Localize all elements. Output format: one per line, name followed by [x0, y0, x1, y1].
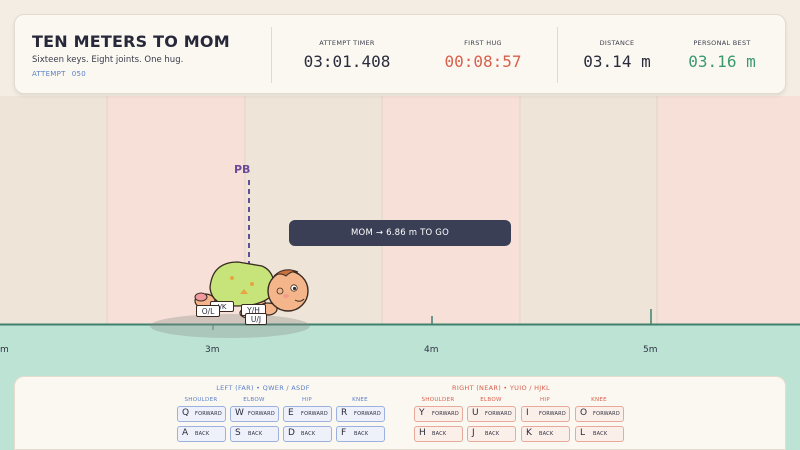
joint-label-left-elbow: ELBOW: [243, 397, 265, 403]
key-k-right-hip-back[interactable]: K BACK: [521, 426, 570, 442]
key-q-left-shoulder-forward[interactable]: Q FORWARD: [177, 406, 226, 422]
baby-shadow: [150, 314, 310, 338]
key-o-right-knee-forward[interactable]: O FORWARD: [575, 406, 624, 422]
key-r-left-knee-forward[interactable]: R FORWARD: [336, 406, 385, 422]
key-j-right-elbow-back[interactable]: J BACK: [467, 426, 516, 442]
hud-divider: [271, 27, 272, 83]
distance-value: 03.14 m: [583, 52, 651, 71]
hud-divider: [557, 27, 558, 83]
joint-label-right-elbow: ELBOW: [480, 397, 502, 403]
baby-head: [267, 270, 309, 312]
game-title: TEN METERS TO MOM: [32, 32, 230, 51]
key-s-left-elbow-back[interactable]: S BACK: [230, 426, 279, 442]
joint-label-right-knee: KNEE: [591, 397, 607, 403]
key-d-left-hip-back[interactable]: D BACK: [283, 426, 332, 442]
joint-label-left-knee: KNEE: [352, 397, 368, 403]
first-hug-value: 00:08:57: [444, 52, 522, 71]
mom-distance-banner: MOM → 6.86 m TO GO: [289, 220, 511, 246]
hud-panel: TEN METERS TO MOM Sixteen keys. Eight jo…: [14, 14, 786, 94]
meter-label-2m: m: [0, 345, 9, 355]
attempt-counter: ATTEMPT 050: [32, 70, 86, 78]
key-l-right-knee-back[interactable]: L BACK: [575, 426, 624, 442]
key-u-right-elbow-forward[interactable]: U FORWARD: [467, 406, 516, 422]
personal-best-value: 03.16 m: [688, 52, 756, 71]
key-y-right-shoulder-forward[interactable]: Y FORWARD: [414, 406, 463, 422]
key-a-left-shoulder-back[interactable]: A BACK: [177, 426, 226, 442]
joint-label-left-shoulder: SHOULDER: [184, 397, 218, 403]
first-hug-label: FIRST HUG: [464, 39, 502, 47]
game-subtitle: Sixteen keys. Eight joints. One hug.: [32, 55, 184, 65]
key-i-right-hip-forward[interactable]: I FORWARD: [521, 406, 570, 422]
joint-label-right-hip: HIP: [540, 397, 550, 403]
baby-tag-ol: O/L: [196, 305, 220, 317]
meter-label-5m: 5m: [643, 345, 658, 355]
wall-panels: [0, 96, 800, 324]
attempt-timer-label: ATTEMPT TIMER: [319, 39, 375, 47]
personal-best-label: PERSONAL BEST: [693, 39, 751, 47]
distance-label: DISTANCE: [599, 39, 635, 47]
key-h-right-shoulder-back[interactable]: H BACK: [414, 426, 463, 442]
meter-label-4m: 4m: [424, 345, 439, 355]
pb-label: PB: [234, 163, 250, 176]
left-group-title: LEFT (FAR) • QWER / ASDF: [216, 384, 310, 392]
controls-panel: LEFT (FAR) • QWER / ASDF RIGHT (NEAR) • …: [14, 376, 786, 450]
baby-tag-uj: U/J: [245, 313, 267, 325]
joint-label-right-shoulder: SHOULDER: [421, 397, 455, 403]
meter-label-3m: 3m: [205, 345, 220, 355]
baby-body: [209, 261, 275, 307]
joint-label-left-hip: HIP: [302, 397, 312, 403]
key-f-left-knee-back[interactable]: F BACK: [336, 426, 385, 442]
right-group-title: RIGHT (NEAR) • YUIO / HJKL: [452, 384, 550, 392]
key-e-left-hip-forward[interactable]: E FORWARD: [283, 406, 332, 422]
attempt-timer-value: 03:01.408: [303, 52, 391, 71]
key-w-left-elbow-forward[interactable]: W FORWARD: [230, 406, 279, 422]
